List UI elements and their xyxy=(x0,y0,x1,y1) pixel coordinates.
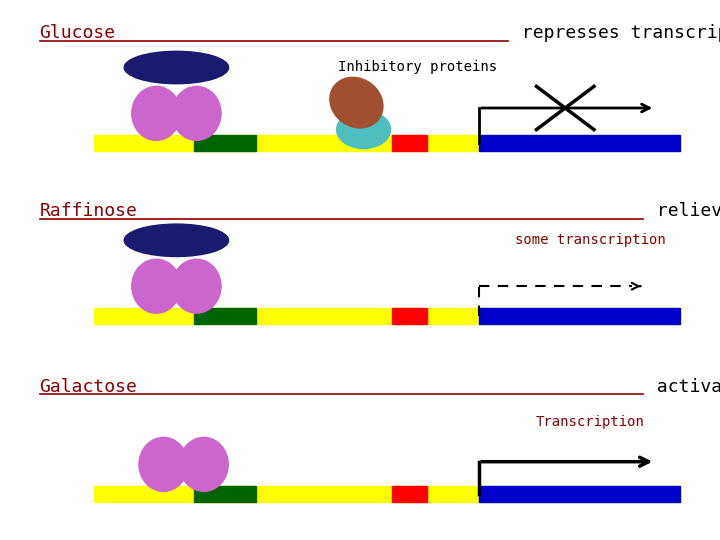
Bar xyxy=(479,308,680,324)
Ellipse shape xyxy=(172,86,221,140)
Bar xyxy=(392,135,427,151)
Bar xyxy=(194,308,256,324)
Text: Glucose: Glucose xyxy=(40,24,116,42)
Ellipse shape xyxy=(125,224,229,256)
Text: Raffinose: Raffinose xyxy=(40,202,138,220)
Text: represses transcription: represses transcription xyxy=(511,24,720,42)
Text: activates transcription ~1000-fold: activates transcription ~1000-fold xyxy=(646,378,720,396)
Text: relieves glucose repression: relieves glucose repression xyxy=(646,202,720,220)
Bar xyxy=(194,135,256,151)
Ellipse shape xyxy=(337,111,391,148)
Ellipse shape xyxy=(172,259,221,313)
Text: Galactose: Galactose xyxy=(40,378,138,396)
Text: some transcription: some transcription xyxy=(515,233,666,247)
Bar xyxy=(94,135,680,151)
Ellipse shape xyxy=(330,77,383,128)
Bar xyxy=(194,486,256,502)
Bar xyxy=(479,135,680,151)
Bar xyxy=(392,486,427,502)
Bar xyxy=(392,308,427,324)
Bar xyxy=(94,308,680,324)
Ellipse shape xyxy=(132,86,181,140)
Bar xyxy=(479,486,680,502)
Ellipse shape xyxy=(132,259,181,313)
Text: Transcription: Transcription xyxy=(536,415,645,429)
Ellipse shape xyxy=(125,51,229,84)
Text: Inhibitory proteins: Inhibitory proteins xyxy=(338,60,498,75)
Ellipse shape xyxy=(179,437,228,491)
Bar xyxy=(94,486,680,502)
Ellipse shape xyxy=(139,437,188,491)
